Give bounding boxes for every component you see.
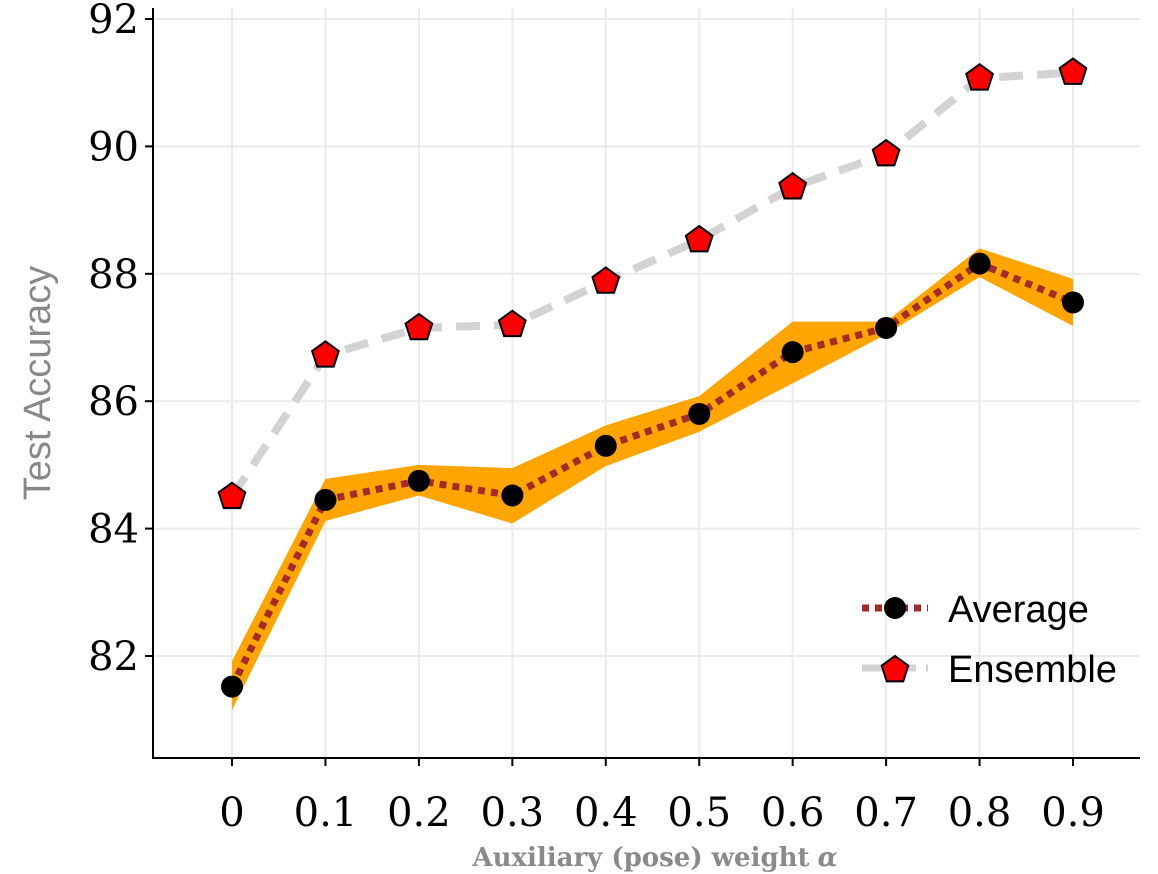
average-point-6: [781, 341, 804, 364]
average-point-0: [221, 675, 243, 698]
legend-average-marker: [884, 597, 906, 619]
x-tick-label-6: 0.6: [761, 790, 825, 836]
y-tick-label-4: 90: [88, 124, 139, 170]
ensemble-point-2: [404, 312, 434, 341]
tick-labels: 82 84 86 88 90 92 0 0.1 0.2 0.3 0.4 0.5 0.6 0.7 0.8 0.9: [88, 0, 1105, 836]
average-point-1: [314, 488, 337, 511]
x-tick-label-0: 0: [219, 790, 244, 836]
x-axis-label-text: Auxiliary (pose) weight: [471, 843, 809, 873]
ensemble-point-5: [684, 224, 714, 253]
legend-ensemble-marker: [880, 654, 910, 683]
x-tick-label-9: 0.9: [1041, 790, 1105, 836]
average-point-2: [407, 469, 430, 492]
ensemble-point-0: [217, 481, 247, 510]
x-tick-label-5: 0.5: [667, 790, 731, 836]
average-point-4: [594, 434, 617, 457]
x-tick-label-4: 0.4: [574, 790, 638, 836]
legend-average-label: Average: [948, 589, 1089, 631]
average-point-5: [688, 402, 711, 425]
ensemble-line: [228, 68, 1074, 499]
x-axis-label: Auxiliary (pose) weight α: [471, 843, 837, 873]
ensemble-point-9: [1058, 57, 1088, 85]
y-tick-label-5: 92: [88, 0, 139, 43]
x-tick-label-3: 0.3: [481, 790, 545, 836]
grid: [153, 8, 1140, 758]
average-point-9: [1062, 291, 1084, 314]
series-lines: [228, 68, 1075, 689]
average-point-8: [968, 252, 991, 275]
x-tick-label-7: 0.7: [854, 790, 918, 836]
ensemble-point-1: [310, 340, 340, 368]
y-tick-label-1: 84: [88, 507, 139, 553]
x-tick-label-8: 0.8: [948, 790, 1012, 836]
x-tick-label-1: 0.1: [294, 790, 358, 836]
x-axis-label-symbol: α: [818, 843, 838, 873]
ensemble-point-4: [591, 266, 621, 294]
legend-ensemble-label: Ensemble: [948, 649, 1117, 691]
ensemble-point-6: [778, 171, 808, 200]
y-tick-label-3: 88: [88, 252, 139, 298]
ensemble-point-7: [871, 138, 901, 167]
y-axis-label: Test Accuracy: [17, 266, 59, 500]
ensemble-point-3: [497, 309, 527, 338]
legend: Average Ensemble: [862, 589, 1117, 691]
average-point-7: [875, 316, 898, 339]
series-markers: [217, 57, 1088, 698]
x-tick-label-2: 0.2: [387, 790, 451, 836]
average-band: [232, 248, 1073, 711]
y-tick-label-2: 86: [88, 379, 139, 425]
ensemble-point-8: [965, 63, 995, 91]
average-confidence-band: [232, 248, 1073, 711]
axes: [145, 8, 1140, 766]
average-point-3: [501, 484, 524, 507]
y-tick-label-0: 82: [88, 634, 139, 680]
